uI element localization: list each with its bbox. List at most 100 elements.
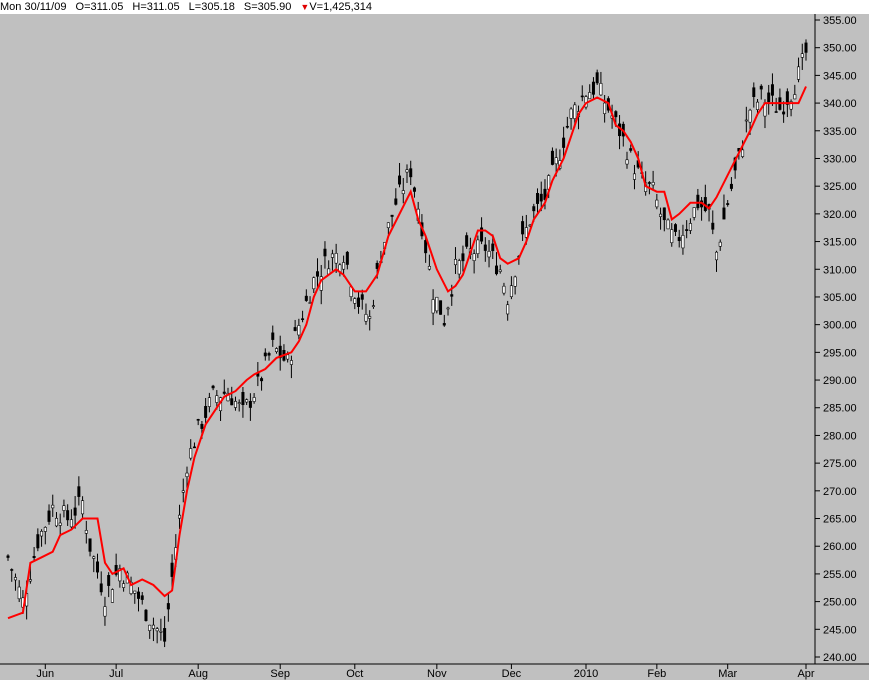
y-tick-label: 265.00 <box>823 514 857 526</box>
x-tick-label: Sep <box>270 668 290 680</box>
candle-body <box>77 486 81 497</box>
candle-body <box>800 53 804 58</box>
candle-body <box>32 556 36 559</box>
candle-body <box>688 223 692 231</box>
candle-body <box>409 168 413 178</box>
candle-body <box>431 299 435 314</box>
candle-body <box>73 507 77 516</box>
candle-body <box>54 517 58 527</box>
candle-body <box>625 159 629 165</box>
candle-body <box>722 207 726 220</box>
candle-body <box>543 188 547 200</box>
candle-body <box>62 505 66 511</box>
candle-body <box>532 206 536 212</box>
candle-body <box>647 182 651 184</box>
candle-body <box>498 269 502 272</box>
candle-body <box>140 595 144 600</box>
y-tick-label: 325.00 <box>823 181 857 193</box>
candle-body <box>293 327 297 331</box>
y-tick-label: 335.00 <box>823 126 857 138</box>
candle-body <box>741 149 745 157</box>
candle-body <box>521 221 525 235</box>
candle-body <box>509 285 513 297</box>
candle-body <box>163 628 167 642</box>
candle-body <box>304 295 308 301</box>
candle-body <box>230 398 234 406</box>
y-tick-label: 250.00 <box>823 597 857 609</box>
candle-body <box>480 227 484 242</box>
candle-body <box>487 250 491 258</box>
price-chart[interactable]: 240.00 245.00 250.00 255.00 260.00 265.00 270.… <box>0 14 869 680</box>
y-tick-label: 260.00 <box>823 541 857 553</box>
candle-body <box>211 385 215 389</box>
quote-info-bar: Mon 30/11/09 O=311.05 H=311.05 L=305.18 … <box>0 0 869 14</box>
candle-body <box>357 297 361 307</box>
candle-body <box>316 271 320 277</box>
candle-body <box>729 183 733 189</box>
x-tick-label: Apr <box>797 668 814 680</box>
candle-body <box>494 265 498 275</box>
candle-body <box>662 207 666 221</box>
candle-body <box>271 332 275 340</box>
candle-body <box>453 259 457 266</box>
candle-body <box>69 519 73 528</box>
y-tick-label: 340.00 <box>823 98 857 110</box>
candle-body <box>107 575 111 586</box>
y-tick-label: 355.00 <box>823 15 857 27</box>
candle-body <box>196 419 200 421</box>
candle-body <box>334 252 338 264</box>
candle-body <box>375 262 379 269</box>
candle-body <box>692 207 696 218</box>
candle-body <box>248 401 252 408</box>
candle-body <box>133 590 137 594</box>
candle-body <box>170 562 174 577</box>
candle-body <box>793 94 797 100</box>
quote-high: H=311.05 <box>132 1 180 13</box>
plot-area <box>0 14 815 662</box>
candle-body <box>166 603 170 610</box>
candle-body <box>297 325 301 336</box>
candle-body <box>435 296 439 312</box>
x-tick-label: Oct <box>346 668 363 680</box>
candle-body <box>457 260 461 275</box>
candle-body <box>770 84 774 96</box>
candle-body <box>58 522 62 526</box>
y-tick-label: 295.00 <box>823 347 857 359</box>
x-tick-label: Aug <box>188 668 208 680</box>
candle-body <box>744 119 748 122</box>
candle-body <box>103 606 107 617</box>
candle-body <box>550 150 554 165</box>
candle-body <box>330 253 334 258</box>
y-axis-ticks: 240.00 245.00 250.00 255.00 260.00 265.00 270.… <box>815 15 857 664</box>
quote-settle: S=305.90 <box>243 1 292 13</box>
down-triangle-icon: ▼ <box>300 2 310 12</box>
candle-body <box>371 305 375 307</box>
candle-body <box>726 203 730 205</box>
y-tick-label: 290.00 <box>823 375 857 387</box>
candle-body <box>659 213 663 217</box>
y-tick-label: 305.00 <box>823 292 857 304</box>
candle-body <box>673 224 677 232</box>
candle-body <box>260 378 264 382</box>
candle-body <box>386 222 390 229</box>
candle-body <box>491 243 495 252</box>
y-tick-label: 245.00 <box>823 624 857 636</box>
y-tick-label: 315.00 <box>823 237 857 249</box>
candle-body <box>13 577 17 581</box>
y-tick-label: 300.00 <box>823 320 857 332</box>
y-tick-label: 275.00 <box>823 458 857 470</box>
y-tick-label: 310.00 <box>823 264 857 276</box>
candle-body <box>84 530 88 534</box>
candle-body <box>237 402 241 404</box>
candle-body <box>398 175 402 185</box>
candle-body <box>308 302 312 304</box>
candle-body <box>565 125 569 128</box>
y-tick-label: 285.00 <box>823 403 857 415</box>
candle-body <box>43 527 47 532</box>
candle-body <box>122 583 126 588</box>
candle-body <box>412 187 416 192</box>
candle-body <box>785 91 789 105</box>
candle-body <box>442 323 446 326</box>
candle-body <box>774 111 778 113</box>
candle-body <box>17 586 21 600</box>
